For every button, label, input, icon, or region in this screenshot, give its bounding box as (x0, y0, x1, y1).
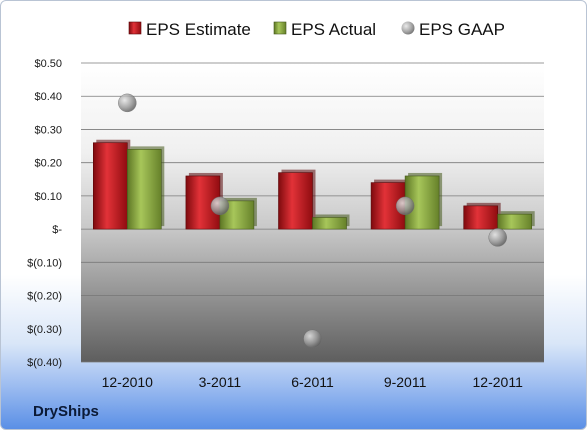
bar-eps-actual (312, 217, 347, 230)
x-tick-label: 12-2010 (102, 374, 154, 390)
point-eps-gaap (488, 228, 507, 247)
bar-eps-actual (219, 200, 255, 230)
y-tick-label: $(0.20) (27, 291, 62, 303)
legend: EPS Estimate EPS Actual EPS GAAP (128, 20, 505, 39)
y-tick-label: $0.30 (34, 124, 62, 136)
bar-eps-estimate (463, 205, 499, 230)
bar-eps-actual (127, 149, 162, 230)
y-tick-label: $0.10 (34, 191, 62, 203)
y-tick-label: $(0.10) (27, 257, 62, 269)
y-tick-label: $0.40 (34, 91, 62, 103)
x-tick-label: 12-2011 (473, 374, 524, 390)
legend-label: EPS Estimate (146, 20, 251, 39)
company-name: DryShips (33, 403, 99, 420)
x-tick-label: 3-2011 (199, 374, 242, 390)
legend-swatch (401, 21, 415, 35)
legend-swatch (128, 21, 142, 35)
x-tick-label: 9-2011 (384, 374, 427, 390)
y-tick-label: $0.20 (34, 158, 62, 170)
y-tick-label: $0.50 (34, 58, 62, 70)
legend-label: EPS GAAP (419, 20, 505, 39)
x-tick-label: 6-2011 (291, 374, 334, 390)
legend-label: EPS Actual (291, 20, 376, 39)
bar-eps-estimate (93, 142, 128, 230)
y-tick-label: $- (52, 224, 62, 236)
y-tick-label: $(0.30) (27, 324, 62, 336)
point-eps-gaap (210, 196, 230, 216)
y-tick-label: $(0.40) (27, 357, 62, 369)
bar-eps-estimate (370, 182, 406, 230)
bar-eps-actual (497, 213, 533, 230)
bar-eps-estimate (278, 172, 313, 230)
point-eps-gaap (303, 329, 322, 348)
point-eps-gaap (395, 196, 415, 216)
point-eps-gaap (118, 93, 137, 113)
legend-swatch (273, 21, 287, 35)
